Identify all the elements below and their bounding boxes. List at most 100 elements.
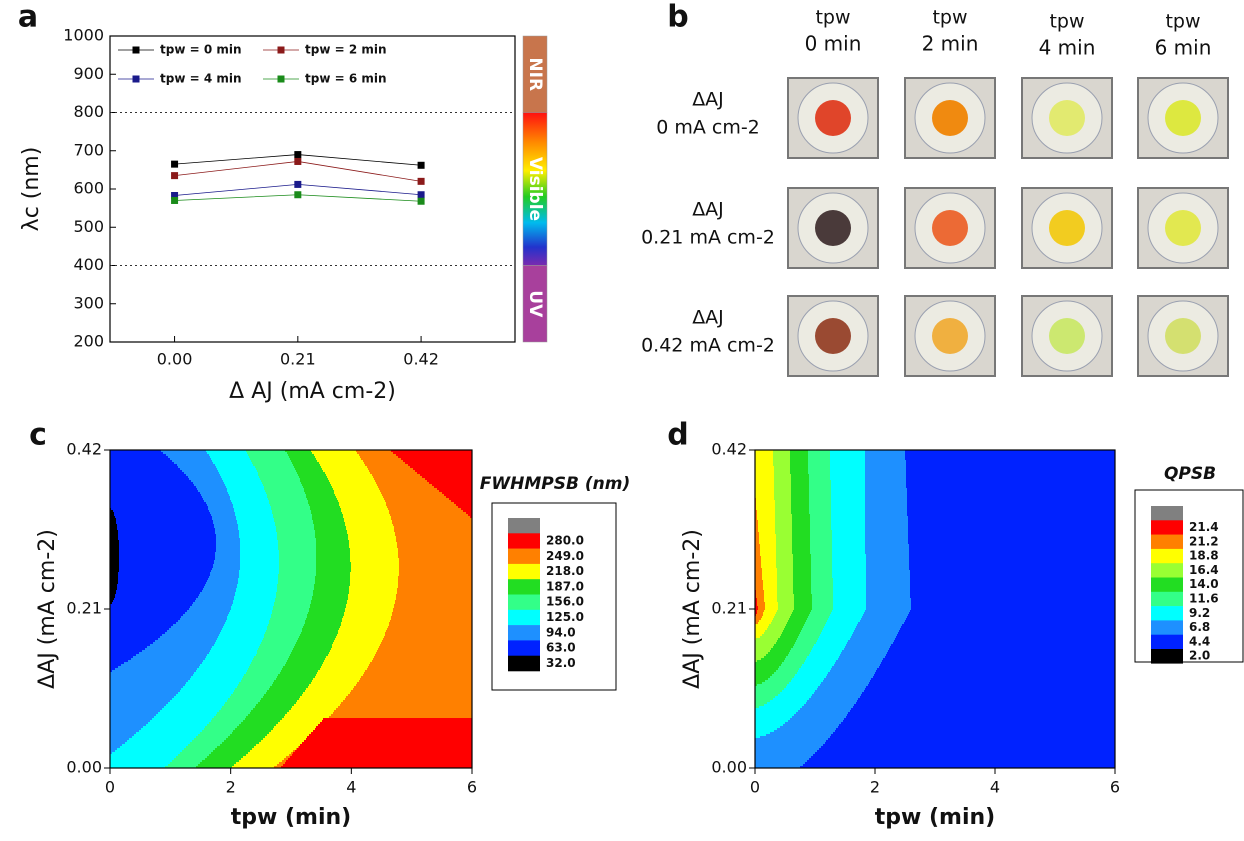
contour-band xyxy=(264,488,304,491)
contour-band xyxy=(793,554,811,557)
colorbar-block xyxy=(508,625,540,641)
point xyxy=(171,172,179,180)
contour-band xyxy=(432,484,472,487)
contour-band xyxy=(394,530,472,533)
contour-band xyxy=(110,674,193,677)
contour-band xyxy=(118,572,210,575)
contour-band xyxy=(110,720,150,723)
contour-band xyxy=(274,726,316,729)
contour-band xyxy=(862,616,907,619)
contour-band xyxy=(757,514,775,517)
contour-band xyxy=(755,584,763,587)
contour-band xyxy=(793,562,811,565)
contour-band xyxy=(309,684,356,687)
contour-band xyxy=(451,500,472,503)
contour-band xyxy=(278,674,316,677)
contour-band xyxy=(386,502,454,505)
contour-band xyxy=(765,606,778,609)
contour-band xyxy=(399,568,472,571)
contour-band xyxy=(755,474,774,477)
contour-band xyxy=(392,520,472,523)
contour-band xyxy=(121,664,200,667)
contour-band xyxy=(831,734,1115,737)
contour-band xyxy=(793,576,811,579)
contour-band xyxy=(762,574,777,577)
contour-band xyxy=(863,614,908,617)
contour-band xyxy=(252,660,287,663)
contour-band xyxy=(110,620,178,623)
contour-band xyxy=(348,536,396,539)
contour-band xyxy=(790,450,808,453)
contour-band xyxy=(110,504,207,507)
contour-band xyxy=(830,462,865,465)
contour-band xyxy=(831,520,865,523)
contour-band xyxy=(110,524,117,527)
contour-band xyxy=(758,524,775,527)
contour-band xyxy=(311,510,341,513)
contour-band xyxy=(865,688,1115,691)
contour-band xyxy=(775,522,792,525)
colorbar-label: 21.2 xyxy=(1189,534,1219,548)
contour-band xyxy=(774,470,790,473)
contour-band xyxy=(808,472,830,475)
contour-band xyxy=(349,590,397,593)
contour-band xyxy=(368,666,472,669)
contour-band xyxy=(791,478,809,481)
contour-band xyxy=(110,744,122,747)
contour-band xyxy=(386,630,472,633)
y-tick-label: 0.00 xyxy=(66,758,102,777)
contour-band xyxy=(298,474,326,477)
contour-band xyxy=(234,510,272,513)
contour-band xyxy=(866,574,910,577)
contour-band xyxy=(308,612,344,615)
contour-band xyxy=(787,684,820,687)
contour-band xyxy=(336,708,472,711)
contour-band xyxy=(213,566,240,569)
contour-band xyxy=(466,512,472,515)
contour-band xyxy=(792,528,810,531)
contour-band xyxy=(350,552,398,555)
contour-band xyxy=(110,590,116,593)
contour-band xyxy=(793,572,811,575)
contour-band xyxy=(158,712,217,715)
contour-band xyxy=(839,724,1115,727)
contour-band xyxy=(110,488,197,491)
contour-band xyxy=(228,736,265,739)
contour-band xyxy=(755,678,768,681)
contour-band xyxy=(216,546,240,549)
contour-band xyxy=(802,664,834,667)
contour-band xyxy=(808,452,830,455)
contour-band xyxy=(910,572,1115,575)
contour-band xyxy=(831,526,865,529)
contour-band xyxy=(364,672,472,675)
contour-band xyxy=(115,750,182,753)
contour-band xyxy=(216,538,240,541)
contour-band xyxy=(755,484,774,487)
contour-band xyxy=(755,646,773,649)
contour-band xyxy=(791,496,809,499)
contour-band xyxy=(865,486,906,489)
contour-band xyxy=(857,624,902,627)
contour-band xyxy=(118,532,215,535)
contour-band xyxy=(755,496,774,499)
contour-band xyxy=(296,748,297,751)
contour-band xyxy=(776,552,792,555)
contour-band xyxy=(215,530,239,533)
contour-band xyxy=(865,492,907,495)
contour-band xyxy=(315,728,472,731)
contour-band xyxy=(777,594,794,597)
contour-band xyxy=(110,692,178,695)
contour-band xyxy=(205,584,237,587)
contour-band xyxy=(316,542,349,545)
contour-band xyxy=(755,574,762,577)
contour-band xyxy=(385,632,472,635)
contour-band xyxy=(861,618,906,621)
contour-band xyxy=(776,556,793,559)
contour-band xyxy=(367,466,410,469)
contour-band xyxy=(830,454,865,457)
contour-band xyxy=(350,550,398,553)
contour-band xyxy=(128,660,203,663)
contour-band xyxy=(346,604,394,607)
contour-band xyxy=(350,556,398,559)
colorbar-label: 14.0 xyxy=(1189,577,1219,591)
